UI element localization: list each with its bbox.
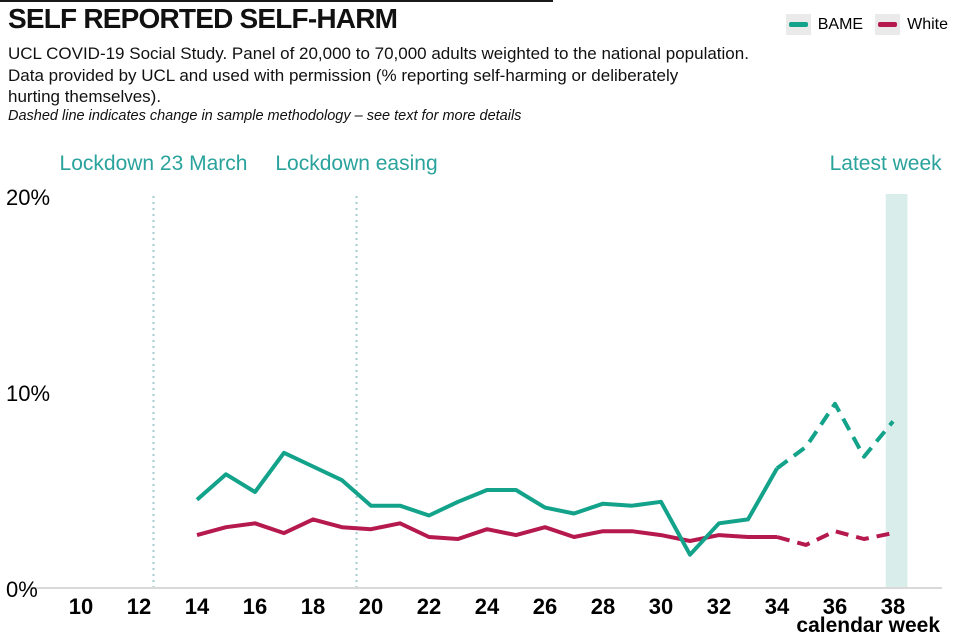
x-tick-label: 38 bbox=[880, 594, 906, 619]
legend-label-bame: BAME bbox=[817, 15, 864, 33]
x-tick-label: 36 bbox=[822, 594, 848, 619]
chart-subtitle: UCL COVID-19 Social Study. Panel of 20,0… bbox=[8, 43, 749, 108]
x-tick-label: 28 bbox=[590, 594, 616, 619]
methodology-note: Dashed line indicates change in sample m… bbox=[8, 108, 522, 124]
annotation-latest-week: Latest week bbox=[829, 152, 942, 175]
annotation-label: Lockdown 23 March bbox=[59, 152, 248, 175]
x-tick-label: 30 bbox=[648, 594, 674, 619]
bame-line-icon bbox=[788, 22, 808, 27]
white-line-dashed bbox=[776, 529, 894, 547]
white-swatch bbox=[875, 14, 901, 35]
x-axis-title: calendar week bbox=[796, 614, 940, 637]
bame-line-solid bbox=[195, 450, 779, 557]
x-tick-label: 34 bbox=[764, 594, 790, 619]
legend: BAME White bbox=[785, 14, 948, 35]
white-line-icon bbox=[878, 22, 898, 27]
subtitle-line-1: UCL COVID-19 Social Study. Panel of 20,0… bbox=[8, 44, 749, 63]
legend-item-bame: BAME bbox=[785, 14, 864, 35]
x-tick-label: 22 bbox=[416, 594, 442, 619]
top-rule bbox=[0, 0, 553, 2]
y-tick-label: 10% bbox=[6, 381, 51, 406]
x-tick-label: 18 bbox=[300, 594, 326, 619]
y-tick-label: 0% bbox=[6, 577, 38, 602]
x-tick-label: 20 bbox=[358, 594, 384, 619]
subtitle-line-2: Data provided by UCL and used with permi… bbox=[8, 65, 679, 85]
x-tick-label: 12 bbox=[126, 594, 152, 619]
legend-label-white: White bbox=[907, 15, 948, 33]
x-tick-label: 16 bbox=[242, 594, 268, 619]
legend-item-white: White bbox=[875, 14, 948, 35]
white-line-solid bbox=[196, 517, 777, 543]
bame-line-dashed bbox=[775, 401, 895, 471]
y-tick-label: 20% bbox=[6, 185, 51, 210]
x-tick-label: 32 bbox=[706, 594, 732, 619]
annotation-label: Lockdown easing bbox=[275, 152, 438, 175]
bame-swatch bbox=[785, 14, 811, 35]
page-title: SELF REPORTED SELF-HARM bbox=[8, 3, 398, 34]
x-tick-label: 26 bbox=[532, 594, 558, 619]
subtitle-line-3: hurting themselves). bbox=[8, 87, 162, 106]
latest-week-band bbox=[885, 194, 908, 587]
x-tick-label: 24 bbox=[474, 594, 500, 619]
x-tick-label: 14 bbox=[184, 594, 210, 619]
x-tick-label: 10 bbox=[68, 594, 94, 619]
